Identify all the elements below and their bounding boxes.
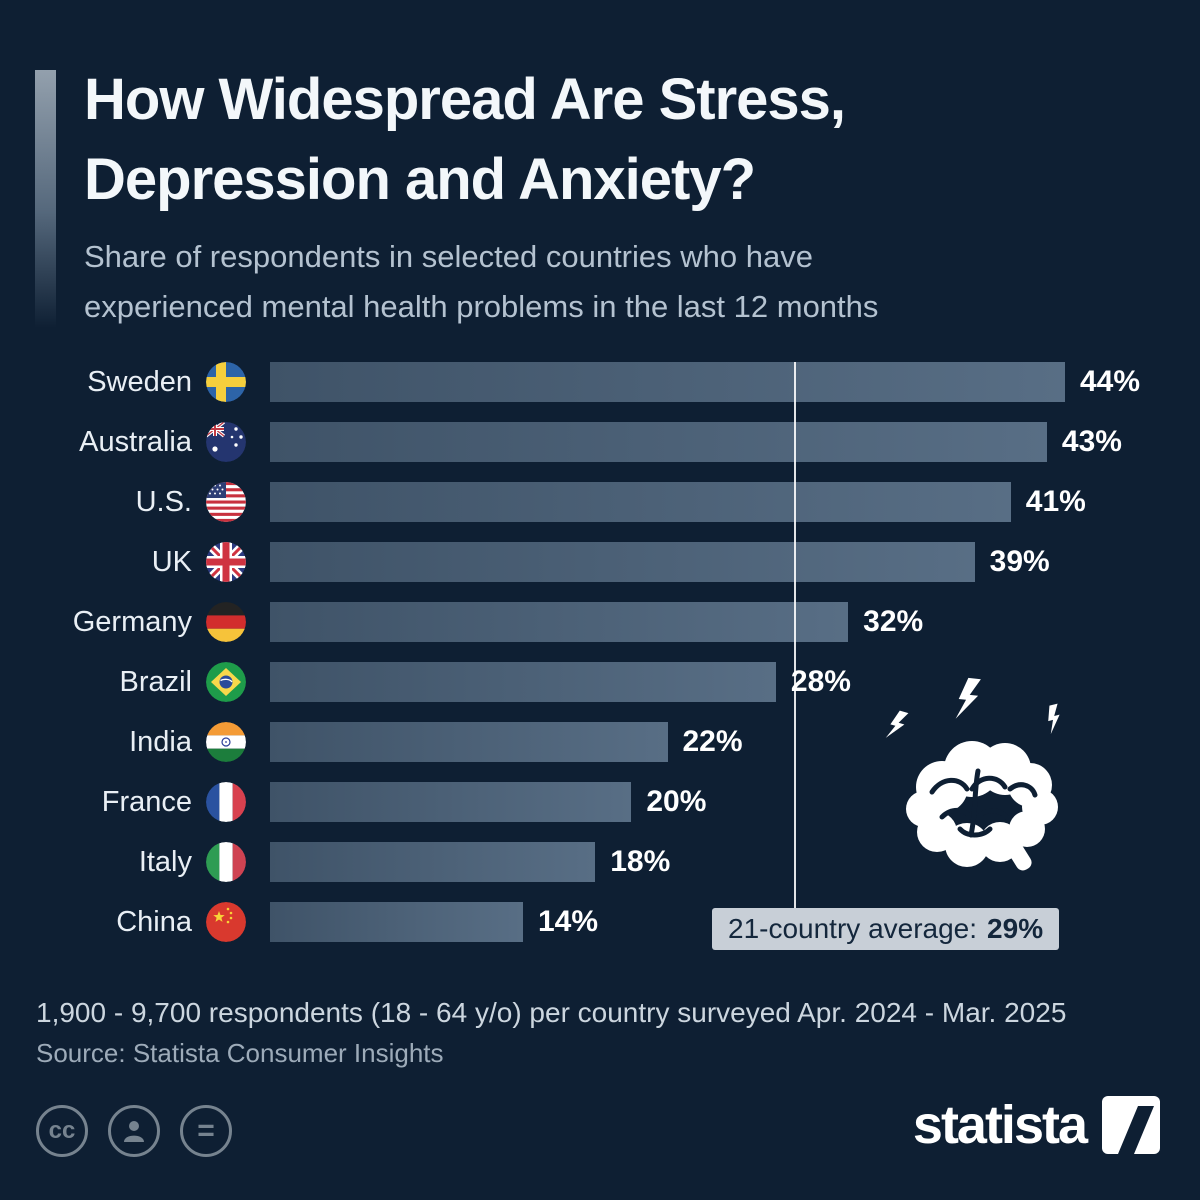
flag-india-icon xyxy=(206,722,246,762)
average-value: 29% xyxy=(987,913,1044,944)
flag-sweden-icon xyxy=(206,362,246,402)
country-label: France xyxy=(101,785,192,818)
bar xyxy=(270,662,776,702)
bar xyxy=(270,602,849,642)
brand: statista xyxy=(913,1094,1160,1156)
value-label: 32% xyxy=(863,605,924,638)
average-label-box: 21-country average: 29% xyxy=(712,908,1060,950)
page-title: How Widespread Are Stress, Depression an… xyxy=(84,60,846,220)
country-label: UK xyxy=(151,545,192,578)
bar xyxy=(270,842,596,882)
flag-us-icon xyxy=(206,482,246,522)
bar xyxy=(270,362,1065,402)
country-label: Brazil xyxy=(119,665,192,698)
bar-row: Italy 18% xyxy=(0,832,1200,892)
brand-name: statista xyxy=(912,1095,1088,1155)
bar-row: Germany 32% xyxy=(0,592,1200,652)
cc-icon: cc xyxy=(36,1105,88,1157)
bar-row: India 22% xyxy=(0,712,1200,772)
value-label: 20% xyxy=(646,785,707,818)
country-label: U.S. xyxy=(135,485,192,518)
attribution-person-icon xyxy=(108,1105,160,1157)
statista-logo-icon xyxy=(1102,1096,1160,1154)
value-label: 44% xyxy=(1080,365,1141,398)
subtitle-line-1: Share of respondents in selected countri… xyxy=(84,239,813,274)
brain-icon xyxy=(872,676,1082,888)
country-label: Italy xyxy=(138,845,192,878)
chart-subtitle: Share of respondents in selected countri… xyxy=(84,232,878,332)
title-accent-bar xyxy=(35,70,56,328)
title-line-2: Depression and Anxiety? xyxy=(84,147,756,212)
country-label: India xyxy=(129,725,192,758)
value-label: 22% xyxy=(682,725,743,758)
bar-row: France 20% xyxy=(0,772,1200,832)
bar xyxy=(270,482,1011,522)
bar xyxy=(270,542,975,582)
flag-china-icon xyxy=(206,902,246,942)
survey-note: 1,900 - 9,700 respondents (18 - 64 y/o) … xyxy=(36,997,1067,1028)
country-label: China xyxy=(116,905,192,938)
title-line-1: How Widespread Are Stress, xyxy=(84,67,846,132)
flag-france-icon xyxy=(206,782,246,822)
bar-row: Brazil 28% xyxy=(0,652,1200,712)
bar xyxy=(270,422,1047,462)
flag-brazil-icon xyxy=(206,662,246,702)
flag-australia-icon xyxy=(206,422,246,462)
value-label: 28% xyxy=(790,665,851,698)
flag-germany-icon xyxy=(206,602,246,642)
country-label: Sweden xyxy=(87,365,192,398)
average-reference-line xyxy=(793,362,796,908)
bar-row: U.S. 41% xyxy=(0,472,1200,532)
value-label: 14% xyxy=(537,905,598,938)
lightning-bolt-icon xyxy=(885,677,1060,738)
bar xyxy=(270,722,668,762)
bar-row: UK 39% xyxy=(0,532,1200,592)
value-label: 41% xyxy=(1025,485,1086,518)
source-line: Source: Statista Consumer Insights xyxy=(36,1038,444,1068)
country-label: Germany xyxy=(72,605,192,638)
bar-row: Australia 43% xyxy=(0,412,1200,472)
bar-chart: Sweden 44% Australia 43% xyxy=(0,352,1200,956)
value-label: 39% xyxy=(989,545,1050,578)
equals-icon: = xyxy=(180,1105,232,1157)
subtitle-line-2: experienced mental health problems in th… xyxy=(84,289,879,324)
country-label: Australia xyxy=(79,425,192,458)
bar xyxy=(270,782,632,822)
bar xyxy=(270,902,523,942)
license-icons: cc = xyxy=(36,1105,232,1157)
flag-italy-icon xyxy=(206,842,246,882)
flag-uk-icon xyxy=(206,542,246,582)
bar-row: Sweden 44% xyxy=(0,352,1200,412)
value-label: 18% xyxy=(610,845,671,878)
bar-row: China 14% xyxy=(0,892,1200,952)
average-label: 21-country average: xyxy=(728,913,978,944)
value-label: 43% xyxy=(1061,425,1122,458)
